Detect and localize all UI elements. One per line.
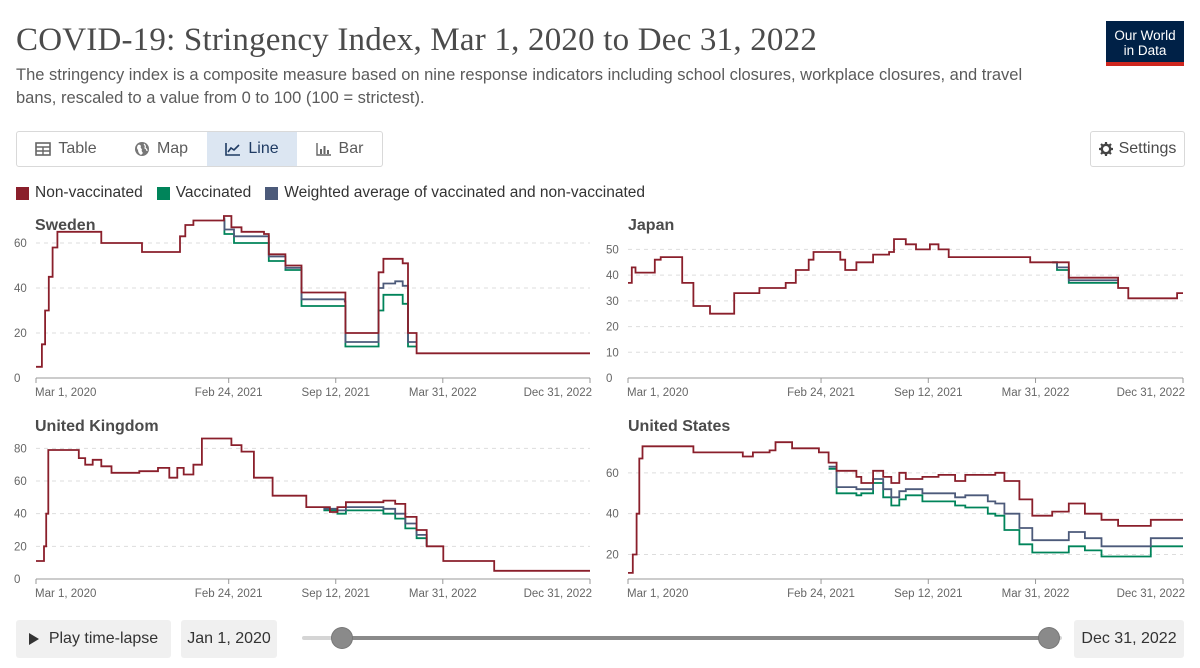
legend: Non-vaccinated Vaccinated Weighted avera… [16, 184, 659, 202]
play-label: Play time-lapse [48, 630, 159, 647]
x-tick-label: Sep 12, 2021 [894, 387, 962, 399]
x-tick-label: Feb 24, 2021 [787, 588, 855, 600]
legend-item-weighted[interactable]: Weighted average of vaccinated and non-v… [265, 184, 645, 202]
legend-swatch [16, 186, 29, 200]
x-tick-label: Sep 12, 2021 [302, 588, 370, 600]
series-line-non-vaccinated [628, 238, 1183, 315]
tab-table-label: Table [58, 140, 97, 157]
settings-button[interactable]: Settings [1090, 131, 1185, 167]
timeline-start-handle[interactable] [332, 628, 352, 648]
timeline-selected-range [342, 636, 1049, 640]
small-multiples-charts: Sweden 0 20 40 60 Mar 1, 2020 Feb 24, 2021 Sep … [14, 215, 1185, 600]
timeline-end-handle[interactable] [1039, 628, 1059, 648]
gear-icon [1098, 142, 1113, 156]
y-tick-label: 0 [14, 574, 20, 586]
series-line-weighted-average-of-vaccinated-and-non-vaccinated [223, 217, 416, 343]
x-tick-label: Dec 31, 2022 [1117, 588, 1185, 600]
y-tick-label: 0 [14, 373, 20, 385]
end-date-label: Dec 31, 2022 [1074, 620, 1184, 658]
chart-subtitle: The stringency index is a composite meas… [16, 66, 1023, 107]
play-timelapse-button[interactable]: Play time-lapse [16, 620, 171, 658]
tab-bar[interactable]: Bar [297, 132, 382, 166]
settings-label: Settings [1118, 140, 1177, 157]
x-tick-label: Dec 31, 2022 [524, 588, 592, 600]
y-tick-label: 40 [14, 283, 27, 295]
globe-icon [134, 142, 149, 156]
y-tick-label: 40 [606, 270, 619, 282]
x-tick-label: Mar 1, 2020 [627, 387, 688, 399]
start-date-label: Jan 1, 2020 [181, 620, 277, 658]
line-chart-icon [225, 143, 241, 156]
y-tick-label: 60 [606, 468, 619, 480]
chart-title: COVID-19: Stringency Index, Mar 1, 2020 … [16, 22, 818, 58]
x-tick-label: Dec 31, 2022 [1117, 387, 1185, 399]
panel-title: United States [628, 418, 730, 435]
y-tick-label: 10 [606, 347, 619, 359]
tab-line[interactable]: Line [207, 132, 297, 166]
series-line-vaccinated [323, 509, 428, 547]
legend-swatch [156, 186, 170, 200]
x-tick-label: Mar 1, 2020 [35, 387, 96, 399]
panel-title: United Kingdom [35, 418, 159, 435]
y-tick-label: 40 [14, 509, 27, 521]
x-tick-label: Mar 1, 2020 [627, 588, 688, 600]
y-tick-label: 20 [606, 550, 619, 562]
panel-title: Japan [628, 217, 674, 234]
panel-title: Sweden [35, 217, 95, 234]
owid-logo[interactable]: Our World in Data [1106, 21, 1184, 66]
tab-table[interactable]: Table [17, 132, 115, 166]
legend-label: Weighted average of vaccinated and non-v… [284, 184, 646, 201]
tab-bar-label: Bar [338, 140, 364, 157]
y-tick-label: 80 [14, 443, 27, 455]
y-tick-label: 50 [606, 244, 619, 256]
y-tick-label: 60 [14, 238, 27, 250]
x-tick-label: Mar 1, 2020 [35, 588, 96, 600]
x-tick-label: Mar 31, 2022 [1002, 387, 1070, 399]
logo-line-2: in Data [1123, 43, 1167, 58]
legend-swatch [265, 186, 279, 200]
y-tick-label: 30 [606, 296, 619, 308]
view-tabs: Table Map Line Bar [16, 131, 383, 167]
x-tick-label: Feb 24, 2021 [787, 387, 855, 399]
y-tick-label: 20 [14, 328, 27, 340]
x-tick-label: Mar 31, 2022 [409, 387, 477, 399]
legend-item-vaccinated[interactable]: Vaccinated [156, 184, 252, 202]
series-line-non-vaccinated [36, 437, 590, 572]
series-line-non-vaccinated [628, 441, 1183, 574]
x-tick-label: Feb 24, 2021 [195, 588, 263, 600]
play-icon [28, 633, 39, 645]
x-tick-label: Dec 31, 2022 [524, 387, 592, 399]
y-tick-label: 0 [606, 373, 612, 385]
bar-chart-icon [315, 143, 331, 156]
x-tick-label: Sep 12, 2021 [894, 588, 962, 600]
tab-map-label: Map [156, 140, 189, 157]
x-tick-label: Mar 31, 2022 [409, 588, 477, 600]
x-tick-label: Feb 24, 2021 [195, 387, 263, 399]
table-icon [35, 142, 52, 156]
tab-line-label: Line [248, 140, 279, 157]
x-tick-label: Sep 12, 2021 [302, 387, 370, 399]
legend-item-non-vaccinated[interactable]: Non-vaccinated [16, 184, 143, 202]
legend-label: Non-vaccinated [35, 184, 143, 201]
legend-label: Vaccinated [175, 184, 252, 201]
tab-map[interactable]: Map [115, 132, 207, 166]
series-line-vaccinated [828, 467, 1183, 558]
x-tick-label: Mar 31, 2022 [1002, 588, 1070, 600]
series-line-non-vaccinated [36, 215, 590, 368]
series-line-weighted-average-of-vaccinated-and-non-vaccinated [828, 465, 1183, 548]
logo-line-1: Our World [1114, 28, 1176, 43]
y-tick-label: 20 [606, 322, 619, 334]
y-tick-label: 40 [606, 509, 619, 521]
y-tick-label: 20 [14, 541, 27, 553]
y-tick-label: 60 [14, 476, 27, 488]
